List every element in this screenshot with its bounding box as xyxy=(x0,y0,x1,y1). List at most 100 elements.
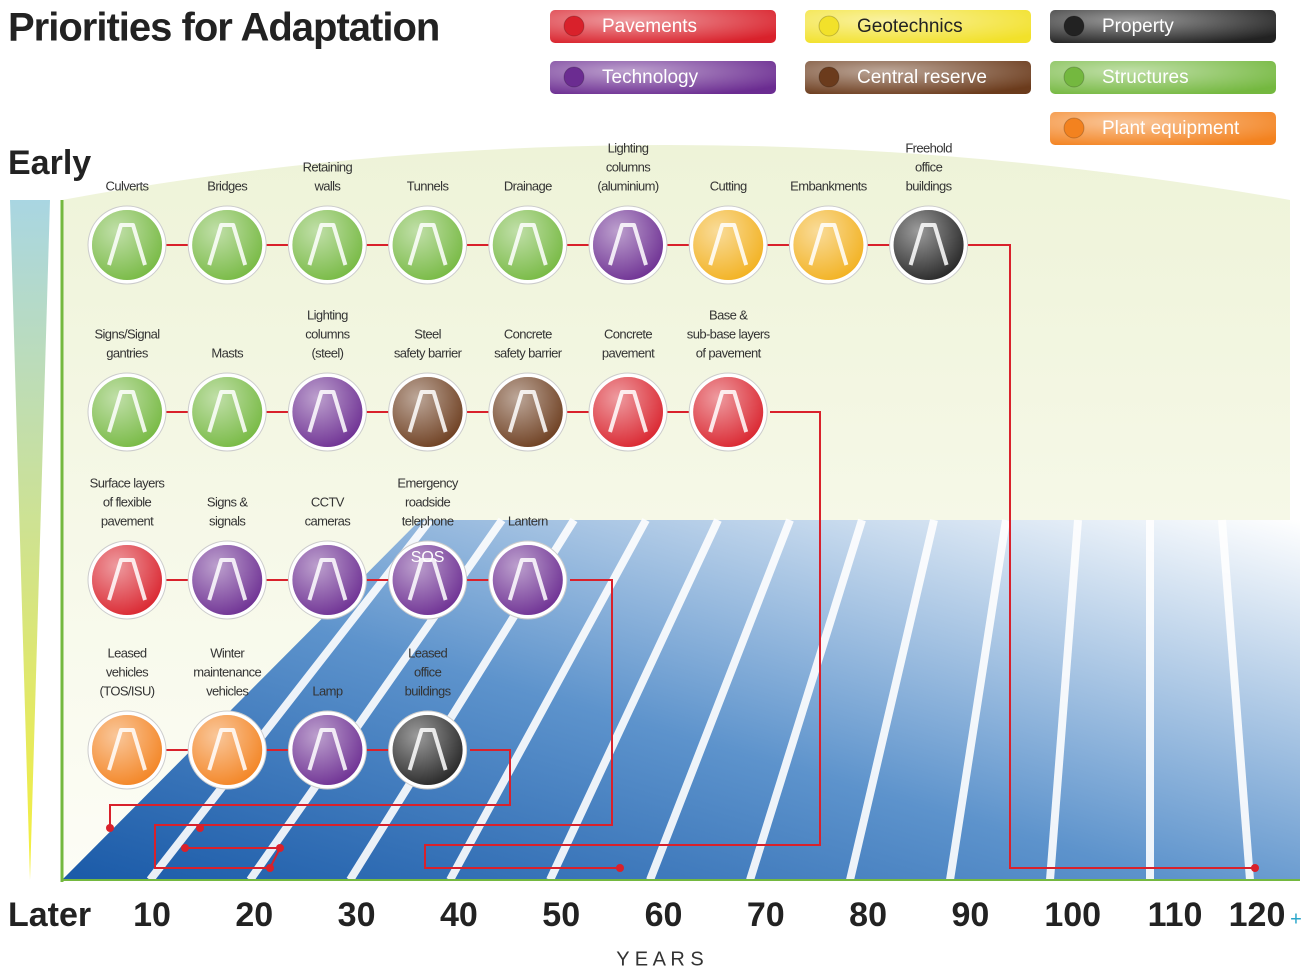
asset-icon-shine xyxy=(292,210,362,280)
asset-label: (steel) xyxy=(311,345,343,360)
asset-icon-shine xyxy=(493,545,563,615)
asset-label: Lamp xyxy=(312,683,342,698)
asset-icon-shine xyxy=(92,377,162,447)
year-tick-label: 40 xyxy=(440,896,478,934)
infographic: Priorities for Adaptation Early Later Y … xyxy=(0,0,1313,974)
early-label: Early xyxy=(8,144,91,182)
time-wedge xyxy=(10,200,50,880)
asset-icon-shine xyxy=(693,377,763,447)
year-tick-label: 90 xyxy=(951,896,989,934)
asset-icon-shine xyxy=(92,545,162,615)
asset-icon-shine xyxy=(192,377,262,447)
legend-item: Central reserve xyxy=(805,61,1031,94)
asset-label: vehicles xyxy=(206,683,249,698)
asset-label: Lantern xyxy=(508,513,548,528)
asset-label: signals xyxy=(209,513,246,528)
year-tick-label: 20 xyxy=(235,896,273,934)
axis-title: Y E A R S xyxy=(616,948,703,970)
year-tick-label: 70 xyxy=(747,896,785,934)
asset-label: Leased xyxy=(107,645,146,660)
legend-item: Technology xyxy=(550,61,776,94)
asset-label: roadside xyxy=(405,494,450,509)
year-tick-label: 80 xyxy=(849,896,887,934)
asset-label: Tunnels xyxy=(407,178,450,193)
asset-label: columns xyxy=(606,159,651,174)
asset-label: Lighting xyxy=(307,307,348,322)
year-tick-label: 30 xyxy=(338,896,376,934)
legend-ball xyxy=(1064,67,1084,87)
year-tick-label: 120 xyxy=(1229,896,1286,934)
asset-label: Signs & xyxy=(207,494,249,509)
asset-label: Lighting xyxy=(608,140,649,155)
legend-ball xyxy=(564,67,584,87)
asset-icon-shine xyxy=(192,210,262,280)
legend-label: Plant equipment xyxy=(1102,118,1240,139)
legend-ball xyxy=(1064,16,1084,36)
legend-item: Pavements xyxy=(550,10,776,43)
legend-label: Pavements xyxy=(602,16,697,37)
asset-label: Signs/Signal xyxy=(94,326,160,341)
legend-ball xyxy=(1064,118,1084,138)
legend-item: Structures xyxy=(1050,61,1276,94)
asset-icon-shine xyxy=(493,377,563,447)
asset-icon-shine xyxy=(393,377,463,447)
year-tick-label: 100 xyxy=(1044,896,1101,934)
asset-icon-shine xyxy=(92,715,162,785)
asset-label: Steel xyxy=(414,326,441,341)
asset-label: telephone xyxy=(402,513,454,528)
asset-node: Steel safety barrier xyxy=(389,326,467,451)
asset-icon-shine xyxy=(92,210,162,280)
asset-label: buildings xyxy=(906,178,953,193)
asset-label: Drainage xyxy=(504,178,552,193)
asset-label: columns xyxy=(305,326,350,341)
asset-icon-text: SOS xyxy=(411,549,445,566)
legend-ball xyxy=(819,16,839,36)
legend-label: Central reserve xyxy=(857,67,987,88)
asset-label: sub-base layers xyxy=(687,326,771,341)
asset-label: pavement xyxy=(101,513,154,528)
asset-label: buildings xyxy=(405,683,452,698)
asset-label: Concrete xyxy=(504,326,552,341)
year-tick-label: 50 xyxy=(542,896,580,934)
legend-item: Property xyxy=(1050,10,1276,43)
asset-label: Retaining xyxy=(303,159,353,174)
asset-label: safety barrier xyxy=(394,345,463,360)
asset-icon-shine xyxy=(393,715,463,785)
asset-icon-shine xyxy=(192,715,262,785)
asset-label: Surface layers xyxy=(90,475,166,490)
asset-label: gantries xyxy=(106,345,149,360)
asset-icon-shine xyxy=(793,210,863,280)
asset-label: Leased xyxy=(408,645,447,660)
asset-icon-shine xyxy=(693,210,763,280)
asset-icon-shine xyxy=(593,377,663,447)
later-label: Later xyxy=(8,896,91,934)
asset-label: Winter xyxy=(210,645,245,660)
asset-label: Bridges xyxy=(207,178,248,193)
legend-label: Geotechnics xyxy=(857,16,963,37)
asset-label: pavement xyxy=(602,345,655,360)
asset-node: Concrete safety barrier xyxy=(489,326,567,451)
asset-label: office xyxy=(915,159,943,174)
asset-label: walls xyxy=(313,178,341,193)
asset-label: Base & xyxy=(709,307,748,322)
asset-icon-shine xyxy=(593,210,663,280)
asset-icon-shine xyxy=(493,210,563,280)
asset-label: office xyxy=(414,664,442,679)
asset-label: Freehold xyxy=(905,140,952,155)
legend-item: Plant equipment xyxy=(1050,112,1276,145)
asset-label: safety barrier xyxy=(494,345,563,360)
legend-label: Technology xyxy=(602,67,699,88)
legend-label: Structures xyxy=(1102,67,1189,88)
asset-label: Cutting xyxy=(710,178,747,193)
asset-icon-shine xyxy=(292,377,362,447)
legend-label: Property xyxy=(1102,16,1174,37)
asset-icon-shine xyxy=(393,210,463,280)
legend-ball xyxy=(564,16,584,36)
asset-label: vehicles xyxy=(106,664,149,679)
asset-label: Concrete xyxy=(604,326,652,341)
asset-icon-shine xyxy=(894,210,964,280)
year-tick-label: 10 xyxy=(133,896,171,934)
asset-label: of flexible xyxy=(103,494,152,509)
asset-label: of pavement xyxy=(696,345,762,360)
asset-label: cameras xyxy=(305,513,352,528)
